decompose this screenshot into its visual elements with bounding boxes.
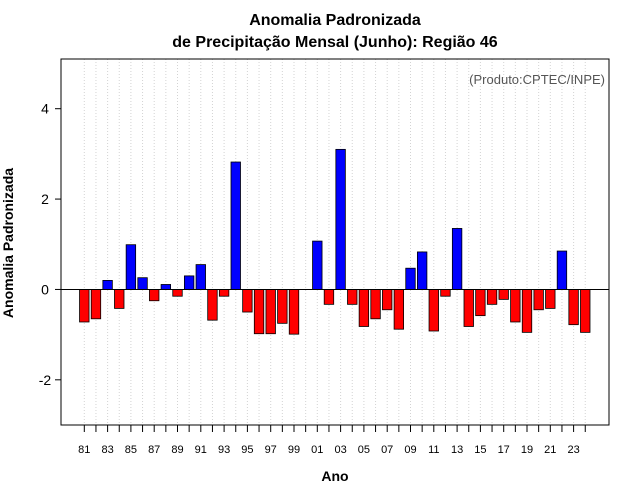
x-tick-label: 15 <box>474 444 486 456</box>
bar-1983 <box>102 280 113 290</box>
bar-2014 <box>463 289 474 327</box>
credit-text: (Produto:CPTEC/INPE) <box>469 72 605 87</box>
x-tick-label: 03 <box>334 444 346 456</box>
bar-1992 <box>207 289 218 321</box>
x-tick-label: 97 <box>265 444 277 456</box>
bar-1997 <box>265 289 276 335</box>
bar-2015 <box>475 289 486 317</box>
bar-1984 <box>114 289 125 309</box>
bar-1998 <box>277 289 288 324</box>
bar-2019 <box>521 289 533 333</box>
grid-lines <box>83 59 586 425</box>
chart-title-line2: de Precipitação Mensal (Junho): Região 4… <box>172 34 498 51</box>
bar-2004 <box>347 289 358 305</box>
bar-1985 <box>125 244 137 290</box>
y-tick-label: 4 <box>41 101 49 117</box>
x-tick-label: 85 <box>125 444 137 456</box>
x-tick-label: 05 <box>358 444 370 456</box>
bar-1995 <box>242 289 253 313</box>
bar-1994 <box>230 161 241 290</box>
bar-1996 <box>253 289 265 335</box>
x-tick-label: 81 <box>78 444 90 456</box>
x-tick-label: 95 <box>241 444 253 456</box>
bar-1989 <box>172 289 183 297</box>
x-tick-label: 11 <box>428 444 439 456</box>
bar-2012 <box>440 289 451 297</box>
y-axis: -2 0 2 4 <box>39 101 61 388</box>
bar-2024 <box>580 289 591 333</box>
x-tick-label: 13 <box>451 444 463 456</box>
x-tick-label: 17 <box>498 444 510 456</box>
x-tick-label: 83 <box>101 444 113 456</box>
bar-2023 <box>568 289 579 326</box>
bar-1987 <box>149 289 160 302</box>
x-tick-label: 89 <box>171 444 183 456</box>
bar-1988 <box>160 284 172 290</box>
x-tick-label: 93 <box>218 444 230 456</box>
bar-2003 <box>335 148 346 290</box>
bar-2010 <box>416 251 428 290</box>
y-axis-title: Anomalia Padronizada <box>0 168 16 318</box>
y-tick-label: -2 <box>39 372 52 388</box>
bar-2011 <box>428 289 439 332</box>
x-tick-label: 87 <box>148 444 160 456</box>
bar-2020 <box>533 289 544 311</box>
bar-2016 <box>486 289 498 305</box>
bar-1986 <box>137 277 148 290</box>
bar-1993 <box>218 289 230 297</box>
bar-1991 <box>195 264 206 290</box>
x-axis-title: Ano <box>321 468 348 484</box>
bar-2008 <box>393 289 405 330</box>
chart-title-line1: Anomalia Padronizada <box>249 12 421 29</box>
x-tick-label: 07 <box>381 444 393 456</box>
y-tick-label: 0 <box>41 281 49 297</box>
bars <box>79 148 591 335</box>
x-tick-label: 99 <box>288 444 300 456</box>
x-axis: 81 83 85 87 89 91 93 95 97 99 01 03 05 07 09 11 13 15 17 19… <box>78 425 586 456</box>
bar-2013 <box>451 228 463 290</box>
bar-2018 <box>510 289 521 323</box>
bar-2007 <box>382 289 393 311</box>
bar-1982 <box>90 289 102 320</box>
bar-2005 <box>358 289 370 327</box>
x-tick-label: 21 <box>544 444 556 456</box>
x-tick-label: 19 <box>521 444 533 456</box>
bar-2002 <box>323 289 335 305</box>
bar-1981 <box>79 289 90 323</box>
bar-2021 <box>545 289 556 309</box>
plot-frame <box>60 58 610 426</box>
bar-2001 <box>312 240 323 290</box>
bar-2009 <box>405 267 416 290</box>
bar-2006 <box>370 289 381 320</box>
x-tick-label: 09 <box>404 444 416 456</box>
bar-1990 <box>183 275 195 290</box>
bar-2017 <box>498 289 509 300</box>
x-tick-label: 23 <box>567 444 579 456</box>
x-tick-label: 01 <box>311 444 323 456</box>
bar-2022 <box>556 250 568 290</box>
y-tick-label: 2 <box>41 191 49 207</box>
bar-1999 <box>288 289 300 335</box>
x-tick-label: 91 <box>195 444 207 456</box>
